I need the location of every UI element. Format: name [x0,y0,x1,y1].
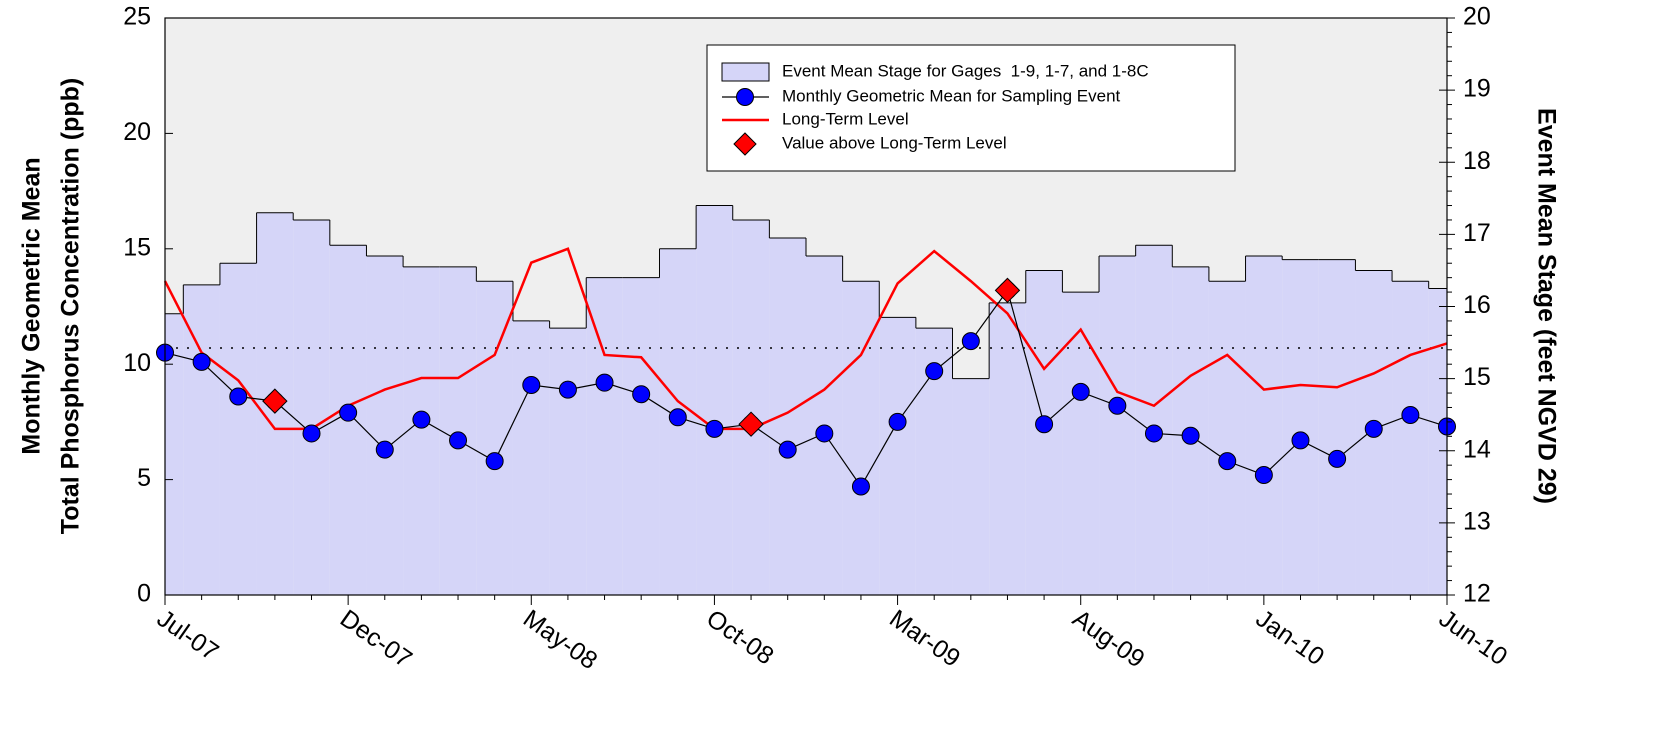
data-point [1218,452,1237,471]
data-point [375,440,394,459]
stage-step [622,277,660,595]
stage-step [512,320,550,595]
data-point [1328,449,1347,468]
legend-label: Long-Term Level [782,109,909,128]
x-tick-label: Jun-10 [1434,604,1513,671]
x-tick-label: Jan-10 [1251,604,1330,671]
highlight-marker [262,388,288,414]
legend-swatch [733,132,757,156]
stage-step [165,313,184,595]
stage-step [1099,256,1136,595]
y2-tick-label: 16 [1463,291,1491,319]
y-tick-label: 10 [123,349,151,377]
legend-box [706,44,1236,172]
stage-step [1245,256,1283,595]
data-point [851,477,870,496]
stage-step [1392,281,1429,595]
y-tick-label: 15 [123,233,151,261]
data-point [668,408,687,427]
y2-tick-label: 14 [1463,435,1491,463]
legend-label: Event Mean Stage for Gages 1-9, 1-7, and… [782,61,1149,80]
highlight-marker [738,411,764,437]
data-point [815,424,834,443]
stage-step [1062,292,1100,595]
x-tick-label: Mar-09 [884,604,965,672]
stage-step [1282,259,1319,595]
data-point [1071,382,1090,401]
data-point [1108,396,1127,415]
y-tick-label: 25 [123,3,151,31]
data-point [705,419,724,438]
x-tick-label: Aug-09 [1067,604,1149,673]
stage-step [732,219,770,595]
stage-step [219,263,257,595]
data-point [961,332,980,351]
stage-step [586,277,623,595]
y2-tick-label: 17 [1463,219,1491,247]
data-point [632,385,651,404]
x-tick-label: Oct-08 [701,604,779,670]
stage-step [366,256,404,595]
data-point [595,373,614,392]
data-point [412,410,431,429]
stage-step [879,317,916,595]
stage-step [952,378,990,595]
data-point [778,440,797,459]
stage-step [476,281,513,595]
y-tick-label: 0 [137,580,151,608]
data-point [888,412,907,431]
data-point [1144,424,1163,443]
x-tick-label: Dec-07 [335,604,417,673]
stage-step [1135,245,1173,595]
y-axis-label: Total Phosphorus Concentration (ppb) [57,78,85,534]
x-tick-label: May-08 [518,604,602,675]
stage-step [1208,281,1246,595]
series-line [163,247,1448,431]
y2-axis-label: Event Mean Stage (feet NGVD 29) [1532,108,1560,504]
data-point [229,387,248,406]
stage-step [1318,259,1356,595]
legend-label: Monthly Geometric Mean for Sampling Even… [782,86,1121,105]
legend-label: Value above Long-Term Level [782,133,1007,152]
y2-tick-label: 13 [1463,507,1491,535]
data-point [192,352,211,371]
y2-tick-label: 15 [1463,363,1491,391]
data-point [339,403,358,422]
y-tick-label: 5 [137,464,151,492]
stage-step [769,237,806,595]
stage-step [1428,288,1447,595]
stage-step [549,328,587,595]
data-point [558,380,577,399]
stage-step [293,219,330,595]
y2-tick-label: 19 [1463,75,1491,103]
data-point [1181,426,1200,445]
stage-step [403,266,440,595]
data-point [925,362,944,381]
data-point [302,424,321,443]
legend: Event Mean Stage for Gages 1-9, 1-7, and… [706,44,1236,172]
data-point [1364,419,1383,438]
data-point [522,375,541,394]
legend-swatch [736,88,754,106]
stage-step [696,205,733,595]
data-point [1035,415,1054,434]
y-tick-label: 20 [123,118,151,146]
highlight-marker [994,277,1021,304]
y2-tick-label: 18 [1463,147,1491,175]
data-point [485,452,504,471]
stage-step [439,266,477,595]
data-point [1254,465,1273,484]
y2-tick-label: 20 [1463,3,1491,31]
data-point [1291,431,1310,450]
y-axis-label: Monthly Geometric Mean [18,157,46,454]
stage-step [183,284,220,595]
stage-step [989,302,1026,595]
legend-swatch [721,62,770,82]
x-tick-label: Jul-07 [152,604,224,666]
data-point [1401,405,1420,424]
y2-tick-label: 12 [1463,580,1491,608]
data-point [449,431,468,450]
